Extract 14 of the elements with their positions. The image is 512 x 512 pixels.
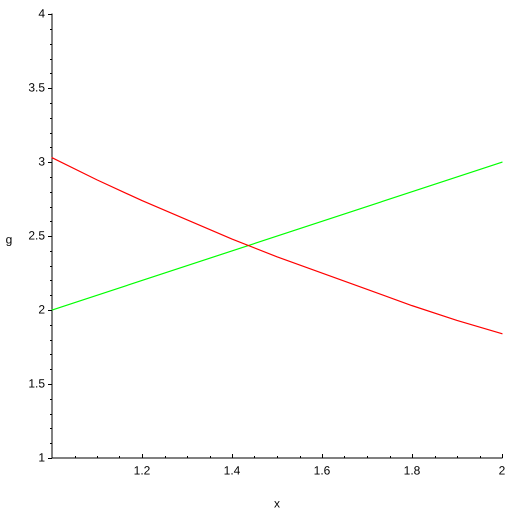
- y-tick-label: 3: [38, 154, 46, 168]
- y-axis-title: g: [6, 232, 12, 246]
- y-tick-label: 1: [38, 450, 46, 464]
- y-tick-label: 1.5: [28, 376, 46, 390]
- x-tick-label: 1.2: [134, 464, 151, 478]
- x-tick-label: 1.6: [314, 464, 331, 478]
- y-tick-label: 4: [38, 6, 46, 21]
- x-tick-label: 2: [498, 464, 506, 478]
- y-tick-label: 2: [38, 302, 46, 316]
- x-axis-title: x: [274, 496, 280, 510]
- y-tick-label: 2.5: [28, 228, 46, 242]
- x-tick-label: 1.8: [404, 464, 421, 478]
- x-tick-label: 1.4: [224, 464, 241, 478]
- y-tick-label: 3.5: [28, 80, 46, 94]
